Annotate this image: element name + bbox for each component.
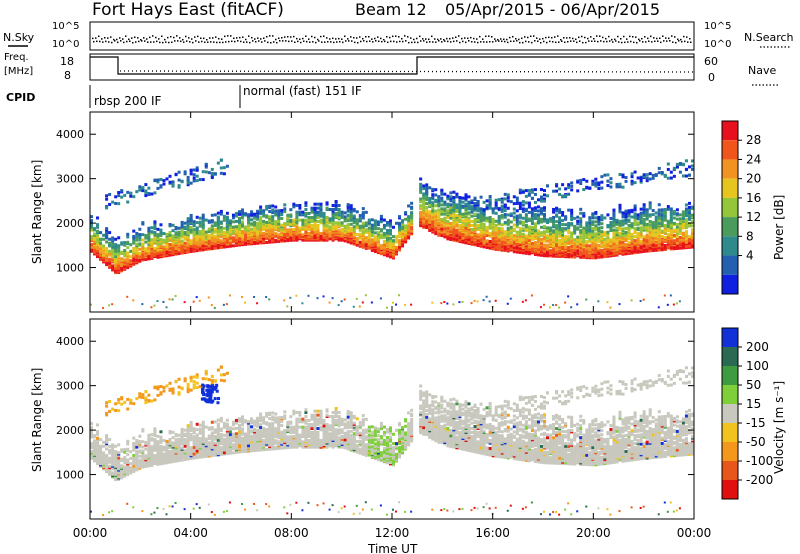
nsky-tick-top: 10^5 [52,21,79,32]
freq-unit: [MHz] [4,66,33,77]
power-colorbar-label: Power [dB] [772,195,786,260]
colorbar-tick-label: 15 [746,397,761,411]
nave-tick-bottom: 0 [708,71,715,84]
freq-tick-top: 18 [60,55,74,68]
colorbar-swatch [722,121,738,141]
colorbar-tick-label: -200 [746,473,773,487]
x-tick-label: 00:00 [677,526,712,540]
y-tick-label: 1000 [56,469,84,482]
colorbar-tick-label: 8 [746,229,754,243]
velocity-heatmap [90,365,694,517]
colorbar-tick-label: 4 [746,249,754,263]
power-y-label: Slant Range [km] [30,160,44,264]
freq-label: Freq. [4,52,29,63]
colorbar-swatch [722,197,738,218]
power-heatmap [90,158,694,310]
colorbar-swatch [722,480,738,499]
cpid-mode-1: rbsp 200 IF [94,94,161,108]
power-panel [89,111,695,313]
x-tick-label: 00:00 [73,526,108,540]
colorbar-tick-label: 16 [746,191,761,205]
x-tick-label: 16:00 [475,526,510,540]
velocity-y-label: Slant Range [km] [30,368,44,472]
y-tick-label: 3000 [56,173,84,186]
colorbar-tick-label: 28 [746,133,761,147]
colorbar-tick-label: 24 [746,152,761,166]
freq-series [90,56,694,75]
cpid-label: CPID [6,91,35,104]
freq-tick-bottom: 8 [64,69,71,82]
colorbar-swatch [722,140,738,160]
colorbar-swatch [722,423,738,442]
colorbar-swatch [722,385,738,404]
nsky-tick-bottom: 10^0 [52,39,79,50]
colorbar-swatch [722,178,738,198]
colorbar-swatch [722,442,738,461]
colorbar-swatch [722,274,738,294]
colorbar-tick-label: -50 [746,435,766,449]
cpid-mode-2: normal (fast) 151 IF [243,84,362,98]
nsearch-tick-top: 10^5 [704,21,731,32]
x-tick-label: 08:00 [274,526,309,540]
nsky-strip [89,21,695,51]
colorbar-swatch [722,461,738,480]
beam-label: Beam 12 [355,0,427,19]
nsearch-label: N.Search [744,31,794,44]
y-tick-label: 4000 [56,335,84,348]
x-tick-label: 12:00 [375,526,410,540]
y-tick-label: 1000 [56,262,84,275]
y-tick-label: 3000 [56,380,84,393]
y-tick-label: 2000 [56,424,84,437]
colorbar-tick-label: 12 [746,210,761,224]
colorbar-tick-label: -15 [746,416,766,430]
chart-title: Fort Hays East (fitACF) [92,0,284,20]
colorbar-swatch [722,328,738,347]
colorbar-swatch [722,236,738,256]
nsky-series [92,35,692,44]
nave-series [119,70,695,73]
nave-tick-top: 60 [704,55,718,68]
x-tick-label: 20:00 [576,526,611,540]
date-range: 05/Apr/2015 - 06/Apr/2015 [445,0,660,19]
colorbar-tick-label: 100 [746,359,769,373]
nave-label: Nave [748,64,776,77]
freq-strip [89,53,695,81]
y-tick-label: 4000 [56,128,84,141]
colorbar-swatch [722,159,738,179]
colorbar-swatch [722,347,738,366]
nsearch-tick-bottom: 10^0 [704,39,731,50]
power-colorbar: 28 24 20 16 12 8 4 [721,120,761,295]
colorbar-tick-label: -100 [746,454,773,468]
colorbar-tick-label: 50 [746,378,761,392]
velocity-colorbar-label: Velocity [m s⁻¹] [772,381,786,474]
nsky-label: N.Sky [3,31,35,44]
colorbar-swatch [722,255,738,275]
colorbar-swatch [722,217,738,237]
colorbar-swatch [722,404,738,423]
colorbar-tick-label: 200 [746,340,769,354]
x-axis-label: Time UT [367,542,418,554]
x-tick-label: 04:00 [173,526,208,540]
colorbar-tick-label: 20 [746,172,761,186]
velocity-panel [89,318,695,520]
velocity-colorbar: 200 100 50 15 -15 -50 -100 -200 [721,327,773,500]
y-tick-label: 2000 [56,217,84,230]
colorbar-swatch [722,366,738,385]
